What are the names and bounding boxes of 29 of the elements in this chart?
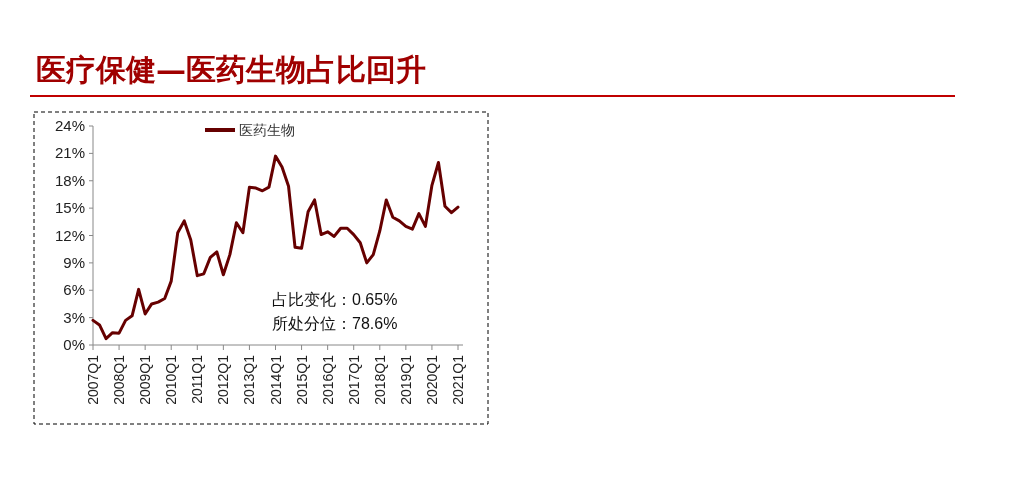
x-tick-label: 2012Q1 — [215, 354, 232, 405]
chart-title: 医疗保健—医药生物占比回升 — [36, 52, 426, 87]
x-tick-label: 2008Q1 — [111, 354, 128, 405]
x-tick-label: 2019Q1 — [397, 354, 414, 405]
y-tick-label: 12% — [54, 226, 85, 244]
x-tick-label: 2016Q1 — [319, 354, 336, 405]
x-tick-label: 2020Q1 — [423, 354, 440, 405]
legend-label: 医药生物 — [239, 122, 295, 138]
x-tick-label: 2017Q1 — [345, 354, 362, 405]
y-tick-label: 21% — [54, 144, 85, 162]
x-tick-label: 2021Q1 — [450, 354, 466, 405]
x-tick-label: 2009Q1 — [137, 354, 154, 405]
x-tick-label: 2015Q1 — [293, 354, 310, 405]
x-tick-label: 2007Q1 — [85, 354, 101, 405]
line-series — [91, 154, 460, 341]
y-tick-label: 9% — [63, 253, 85, 271]
annotation: 占比变化：0.65% — [272, 291, 398, 308]
y-tick-label: 6% — [63, 281, 85, 299]
x-tick-label: 2014Q1 — [267, 354, 284, 405]
x-tick-label: 2018Q1 — [371, 354, 388, 405]
x-tick-label: 2013Q1 — [241, 354, 258, 405]
y-tick-label: 3% — [63, 308, 85, 326]
x-tick-label: 2011Q1 — [189, 354, 206, 404]
annotation: 所处分位：78.6% — [272, 315, 398, 332]
y-tick-label: 18% — [54, 171, 85, 189]
x-tick-label: 2010Q1 — [163, 354, 180, 405]
y-tick-label: 15% — [54, 199, 85, 217]
y-tick-label: 0% — [63, 336, 85, 353]
y-tick-label: 24% — [54, 117, 85, 134]
